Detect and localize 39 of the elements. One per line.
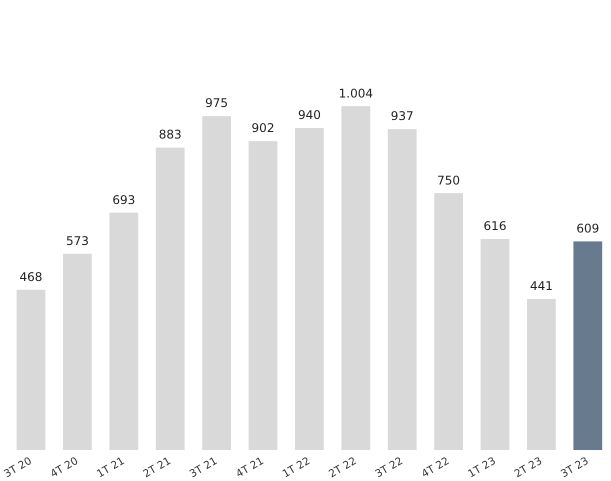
x-tick-label: 3T 21	[188, 455, 220, 480]
data-label: 441	[530, 279, 553, 294]
data-label: 883	[158, 128, 182, 142]
x-tick-label: 4T 21	[234, 455, 266, 480]
bar	[388, 129, 417, 450]
x-tick-label: 3T 23	[558, 455, 591, 480]
data-label: 609	[576, 222, 600, 236]
bar	[63, 254, 92, 450]
data-label: 468	[20, 270, 42, 284]
x-tick-label: 2T 23	[512, 455, 544, 480]
bar	[480, 239, 510, 450]
data-label: 1.004	[338, 86, 373, 100]
x-tick-label: 3T 20	[2, 455, 34, 480]
bar	[202, 116, 231, 450]
bar	[16, 290, 46, 450]
x-tick-label: 4T 20	[48, 455, 80, 480]
bar	[527, 298, 556, 450]
data-label: 693	[112, 192, 136, 207]
x-tick-label: 3T 22	[373, 455, 406, 480]
data-label: 616	[484, 219, 506, 234]
bar	[573, 241, 602, 450]
data-label: 940	[298, 108, 321, 122]
data-label: 902	[252, 121, 274, 136]
bar	[156, 148, 185, 450]
x-tick-label: 1T 22	[280, 455, 312, 480]
bar	[295, 128, 324, 450]
x-tick-label: 1T 23	[466, 455, 498, 480]
bar	[109, 212, 138, 450]
data-label: 573	[66, 234, 89, 248]
x-tick-label: 2T 22	[326, 455, 359, 480]
x-tick-label: 2T 21	[141, 455, 174, 480]
bar	[341, 106, 370, 450]
data-label: 975	[205, 96, 228, 110]
bar	[248, 141, 278, 450]
bar	[434, 193, 463, 450]
data-label: 750	[437, 173, 460, 188]
data-label: 937	[390, 109, 414, 124]
x-tick-label: 1T 21	[94, 455, 127, 480]
x-tick-label: 4T 22	[420, 455, 452, 480]
